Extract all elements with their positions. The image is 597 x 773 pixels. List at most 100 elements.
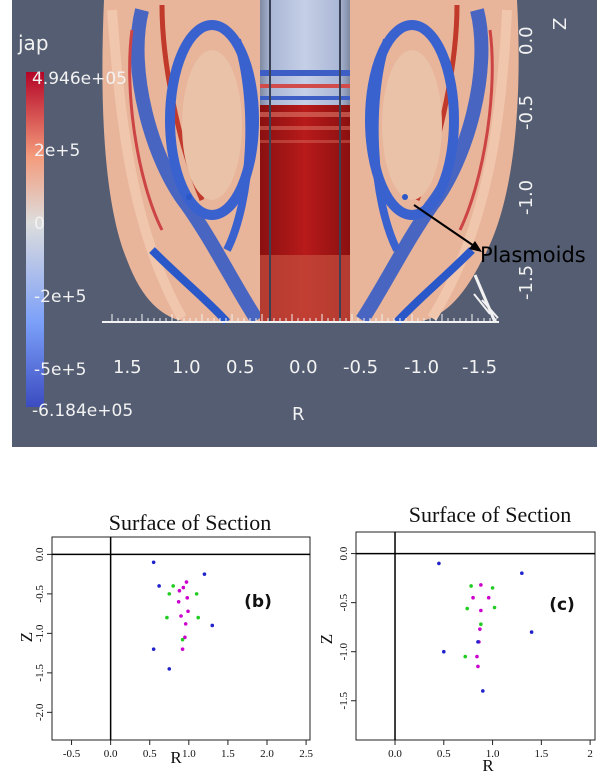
r-tick: 1.5 — [113, 357, 142, 378]
r-tick: 0.5 — [226, 357, 255, 378]
data-point — [180, 637, 185, 642]
x-tick-label: 2.0 — [260, 748, 274, 760]
data-point — [479, 583, 483, 587]
panel-label: (c) — [549, 595, 575, 615]
central-cylinder — [260, 0, 350, 322]
r-tick: -1.5 — [462, 357, 497, 378]
x-tick-label: 1.0 — [182, 748, 196, 760]
y-axis-label: Z — [17, 632, 36, 642]
r-tick: 1.0 — [172, 357, 201, 378]
plasmoids-annotation: Plasmoids — [413, 204, 586, 267]
data-point — [184, 580, 189, 584]
r-tick: -1.0 — [404, 357, 439, 378]
colorbar-min: -6.184e+05 — [32, 401, 133, 421]
data-point — [475, 654, 479, 659]
data-point — [157, 584, 161, 588]
data-point — [183, 622, 188, 626]
x-tick-label: 2 — [587, 748, 593, 760]
x-tick-label: 0.0 — [388, 748, 402, 760]
y-tick-label: -1.5 — [34, 664, 46, 682]
plot-frame — [355, 531, 596, 741]
colorbar-tick: 2e+5 — [34, 141, 80, 161]
x-tick-label: 0.5 — [437, 748, 451, 760]
colorbar: jap 4.946e+05 2e+5 0 -2e+5 -5e+5 -6.184e… — [17, 31, 133, 421]
y-tick-label: 0.0 — [34, 547, 46, 561]
r-tick: -0.5 — [343, 357, 378, 378]
data-point — [210, 623, 215, 628]
z-tick: -1.5 — [516, 265, 537, 300]
y-tick-label: -1.0 — [338, 642, 350, 660]
colorbar-tick: 0 — [34, 214, 45, 234]
data-point — [151, 647, 156, 651]
right-current-lobe — [356, 4, 494, 325]
y-tick-label: -0.5 — [338, 593, 350, 611]
data-point — [167, 592, 172, 596]
data-point — [476, 640, 480, 644]
y-tick-label: -1.0 — [34, 624, 46, 642]
data-point — [183, 635, 187, 640]
x-tick-label: 1.5 — [534, 748, 548, 760]
data-point — [185, 596, 190, 600]
data-point — [180, 647, 185, 651]
data-point — [151, 560, 156, 565]
plot-frame — [51, 536, 311, 741]
colorbar-tick: -2e+5 — [34, 287, 86, 307]
r-axis-label: R — [292, 404, 305, 425]
x-tick-label: 1.0 — [486, 748, 500, 760]
x-tick-label: 1.5 — [221, 748, 235, 760]
z-axis-label: Z — [550, 18, 571, 30]
z-axis: 0.0 -0.5 -1.0 -1.5 Z — [473, 18, 571, 323]
x-tick-label: 0.5 — [143, 748, 157, 760]
data-point — [167, 667, 172, 671]
x-tick-label: -0.5 — [63, 748, 81, 760]
data-point — [177, 588, 182, 593]
y-tick-label: 0.0 — [338, 546, 350, 560]
annotation-text: Plasmoids — [480, 243, 586, 267]
data-point — [179, 614, 183, 618]
data-point — [171, 584, 175, 588]
data-point — [520, 571, 524, 576]
r-axis: 1.5 1.0 0.5 0.0 -0.5 -1.0 -1.5 R — [102, 314, 499, 425]
simulation-panel: 1.5 1.0 0.5 0.0 -0.5 -1.0 -1.5 R 0.0 -0.… — [12, 0, 597, 447]
colorbar-tick: -5e+5 — [34, 360, 86, 380]
data-point — [196, 615, 200, 620]
data-point — [481, 689, 485, 693]
data-point — [437, 561, 441, 566]
data-point — [165, 615, 169, 620]
surface-of-section-figures: Surface of Section -0.5 0.0 0.5 1.0 1.5 2.0 2.5… — [17, 502, 596, 773]
panel-label: (b) — [244, 592, 272, 612]
data-point — [186, 609, 190, 614]
sos-panel: Surface of Section -0.5 0.0 0.5 1.0 1.5 2.0 2.5… — [17, 510, 313, 767]
colorbar-max: 4.946e+05 — [32, 69, 127, 89]
x-tick-label: 0.0 — [104, 748, 118, 760]
x-tick-label: 2.5 — [299, 748, 313, 760]
colorbar-title: jap — [17, 31, 49, 55]
data-point — [490, 586, 495, 590]
chart-title: Surface of Section — [109, 510, 272, 535]
data-point — [469, 584, 473, 588]
data-point — [194, 592, 199, 596]
data-point — [486, 595, 491, 600]
x-axis-label: R — [482, 756, 494, 773]
y-tick-label: -2.0 — [34, 703, 46, 721]
sos-panel: Surface of Section 0.0 0.5 1.0 1.5 2 0.0 -0.5 -1… — [317, 502, 596, 773]
data-point — [529, 630, 534, 634]
r-tick: 0.0 — [289, 357, 318, 378]
data-point — [471, 595, 475, 600]
left-current-lobe — [128, 4, 263, 325]
y-tick-label: -1.5 — [338, 692, 350, 710]
data-point — [476, 664, 480, 669]
z-tick: -1.0 — [516, 180, 537, 215]
data-point — [202, 572, 207, 576]
chart-title: Surface of Section — [409, 502, 572, 527]
data-point — [441, 649, 446, 654]
y-tick-label: -0.5 — [34, 585, 46, 603]
data-point — [465, 606, 470, 611]
data-point — [492, 605, 497, 610]
data-point — [463, 654, 468, 659]
data-point — [479, 608, 483, 613]
y-axis-label: Z — [317, 634, 336, 644]
data-point — [479, 622, 483, 627]
z-tick: 0.0 — [516, 26, 537, 55]
data-point — [478, 627, 482, 631]
